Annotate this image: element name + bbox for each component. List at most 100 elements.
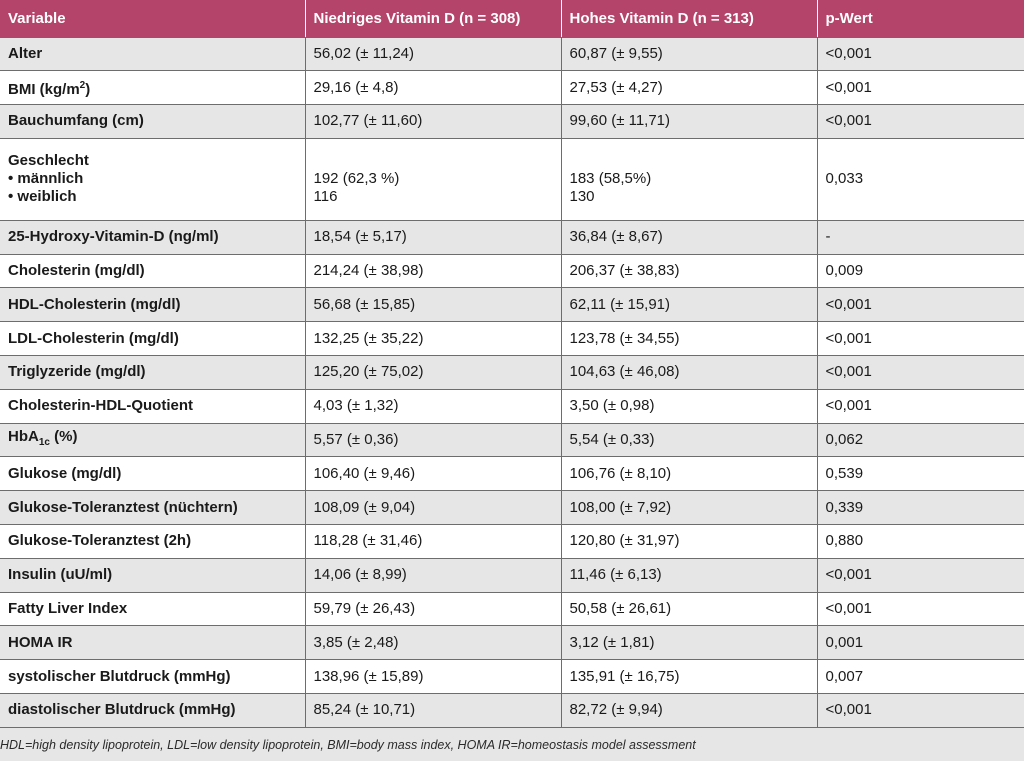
cell-low-vitamin-d: 132,25 (± 35,22) <box>304 321 562 357</box>
cell-p-value: 0,539 <box>816 456 1024 492</box>
header-variable: Variable <box>0 0 306 38</box>
table-row: HbA1c (%) 5,57 (± 0,36) 5,54 (± 0,33) 0,062 <box>0 422 1024 458</box>
cell-variable: Bauchumfang (cm) <box>0 104 306 139</box>
cell-high-vitamin-d: 106,76 (± 8,10) <box>560 456 818 492</box>
cell-variable: Insulin (uU/ml) <box>0 557 306 593</box>
cell-high-vitamin-d: 104,63 (± 46,08) <box>560 355 818 390</box>
cell-low-vitamin-d: 214,24 (± 38,98) <box>304 253 562 289</box>
cell-high-vitamin-d: 99,60 (± 11,71) <box>560 104 818 139</box>
footnote-row: HDL=high density lipoprotein, LDL=low de… <box>0 727 1024 762</box>
cell-low-vitamin-d: 108,09 (± 9,04) <box>304 490 562 526</box>
cell-p-value: <0,001 <box>816 388 1024 424</box>
table-row: Glukose (mg/dl) 106,40 (± 9,46) 106,76 (± … <box>0 456 1024 492</box>
footnote: HDL=high density lipoprotein, LDL=low de… <box>0 727 1024 762</box>
cell-high-vitamin-d: 120,80 (± 31,97) <box>560 524 818 559</box>
cell-p-value: <0,001 <box>816 70 1024 106</box>
table-row: Bauchumfang (cm) 102,77 (± 11,60) 99,60 (±… <box>0 104 1024 139</box>
cell-low-vitamin-d: 29,16 (± 4,8) <box>304 70 562 106</box>
header-p-value: p-Wert <box>817 0 1024 38</box>
cell-variable-line: • männlich <box>8 170 84 188</box>
cell-high-vitamin-d: 183 (58,5%) 130 <box>560 137 818 221</box>
table-row: LDL-Cholesterin (mg/dl) 132,25 (± 35,22) 1… <box>0 321 1024 357</box>
cell-high-vitamin-d: 11,46 (± 6,13) <box>560 557 818 593</box>
cell-high-vitamin-d: 108,00 (± 7,92) <box>560 490 818 526</box>
table-row: Glukose-Toleranztest (2h) 118,28 (± 31,46… <box>0 524 1024 559</box>
cell-low-vitamin-d-line: 116 <box>313 188 338 206</box>
cell-low-vitamin-d: 106,40 (± 9,46) <box>304 456 562 492</box>
cell-low-vitamin-d: 14,06 (± 8,99) <box>304 557 562 593</box>
table-row: Cholesterin-HDL-Quotient 4,03 (± 1,32) 3,5… <box>0 388 1024 424</box>
cell-variable-text: HbA <box>8 428 39 446</box>
cell-high-vitamin-d-line: 130 <box>569 188 595 206</box>
cell-high-vitamin-d: 27,53 (± 4,27) <box>560 70 818 106</box>
cell-p-value: 0,880 <box>816 524 1024 559</box>
cell-high-vitamin-d: 3,12 (± 1,81) <box>560 625 818 661</box>
cell-variable-superscript: 2 <box>79 79 86 91</box>
cell-high-vitamin-d: 5,54 (± 0,33) <box>560 422 818 458</box>
cell-variable: systolischer Blutdruck (mmHg) <box>0 659 306 695</box>
cell-variable: Geschlecht • männlich • weiblich <box>0 137 306 221</box>
table-row: systolischer Blutdruck (mmHg) 138,96 (± 1… <box>0 659 1024 695</box>
cell-p-value: 0,009 <box>816 253 1024 289</box>
table-row: BMI (kg/m2) 29,16 (± 4,8) 27,53 (± 4,27) <0… <box>0 70 1024 106</box>
cell-p-value: <0,001 <box>816 355 1024 390</box>
table-row: 25-Hydroxy-Vitamin-D (ng/ml) 18,54 (± 5,1… <box>0 219 1024 255</box>
cell-p-value: <0,001 <box>816 104 1024 139</box>
cell-low-vitamin-d: 4,03 (± 1,32) <box>304 388 562 424</box>
table-row: Glukose-Toleranztest (nüchtern) 108,09 (±… <box>0 490 1024 526</box>
cell-variable: HOMA IR <box>0 625 306 661</box>
cell-high-vitamin-d: 206,37 (± 38,83) <box>560 253 818 289</box>
cell-p-value: <0,001 <box>816 287 1024 323</box>
cell-high-vitamin-d: 36,84 (± 8,67) <box>560 219 818 255</box>
cell-variable: BMI (kg/m2) <box>0 70 306 106</box>
table-row: HOMA IR 3,85 (± 2,48) 3,12 (± 1,81) 0,001 <box>0 625 1024 661</box>
cell-variable: Glukose-Toleranztest (nüchtern) <box>0 490 306 526</box>
cell-p-value: <0,001 <box>816 321 1024 357</box>
table-row: HDL-Cholesterin (mg/dl) 56,68 (± 15,85) 62… <box>0 287 1024 323</box>
cell-low-vitamin-d: 102,77 (± 11,60) <box>304 104 562 139</box>
cell-high-vitamin-d: 123,78 (± 34,55) <box>560 321 818 357</box>
table-row: Geschlecht • männlich • weiblich 192 (62,3… <box>0 137 1024 221</box>
cell-high-vitamin-d: 62,11 (± 15,91) <box>560 287 818 323</box>
cell-p-value: - <box>816 219 1024 255</box>
cell-low-vitamin-d: 192 (62,3 %) 116 <box>304 137 562 221</box>
cell-low-vitamin-d: 85,24 (± 10,71) <box>304 693 562 728</box>
table-row: Cholesterin (mg/dl) 214,24 (± 38,98) 206,3… <box>0 253 1024 289</box>
cell-variable: Fatty Liver Index <box>0 591 306 627</box>
cell-low-vitamin-d: 18,54 (± 5,17) <box>304 219 562 255</box>
cell-variable: HbA1c (%) <box>0 422 306 458</box>
table-header: Variable Niedriges Vitamin D (n = 308) H… <box>0 0 1024 38</box>
table-row: Alter 56,02 (± 11,24) 60,87 (± 9,55) <0,001 <box>0 36 1024 72</box>
cell-variable: Cholesterin (mg/dl) <box>0 253 306 289</box>
cell-p-value: 0,007 <box>816 659 1024 695</box>
cell-low-vitamin-d-line: 192 (62,3 %) <box>313 170 400 188</box>
cell-p-value: 0,062 <box>816 422 1024 458</box>
cell-high-vitamin-d: 3,50 (± 0,98) <box>560 388 818 424</box>
cell-low-vitamin-d: 3,85 (± 2,48) <box>304 625 562 661</box>
cell-low-vitamin-d: 56,68 (± 15,85) <box>304 287 562 323</box>
table-row: Insulin (uU/ml) 14,06 (± 8,99) 11,46 (± 6,… <box>0 557 1024 593</box>
cell-variable-subscript: 1c <box>38 437 50 449</box>
cell-p-value: 0,001 <box>816 625 1024 661</box>
cell-high-vitamin-d-line: 183 (58,5%) <box>569 170 652 188</box>
cell-low-vitamin-d: 59,79 (± 26,43) <box>304 591 562 627</box>
cell-p-value: <0,001 <box>816 693 1024 728</box>
header-row: Variable Niedriges Vitamin D (n = 308) H… <box>0 0 1024 38</box>
cell-high-vitamin-d: 135,91 (± 16,75) <box>560 659 818 695</box>
cell-variable-line: • weiblich <box>8 188 77 206</box>
cell-variable-text: BMI (kg/m <box>8 80 80 98</box>
table-body: Alter 56,02 (± 11,24) 60,87 (± 9,55) <0,001… <box>0 36 1024 728</box>
cell-p-value: <0,001 <box>816 557 1024 593</box>
cell-low-vitamin-d: 5,57 (± 0,36) <box>304 422 562 458</box>
cell-variable: Glukose (mg/dl) <box>0 456 306 492</box>
cell-high-vitamin-d: 82,72 (± 9,94) <box>560 693 818 728</box>
table-row: Triglyzeride (mg/dl) 125,20 (± 75,02) 104,… <box>0 355 1024 390</box>
cell-variable: Cholesterin-HDL-Quotient <box>0 388 306 424</box>
table-row: Fatty Liver Index 59,79 (± 26,43) 50,58 (±… <box>0 591 1024 627</box>
cell-low-vitamin-d: 138,96 (± 15,89) <box>304 659 562 695</box>
cell-variable: Alter <box>0 36 306 72</box>
cell-variable-text: ) <box>85 80 91 98</box>
table-row: diastolischer Blutdruck (mmHg) 85,24 (± 1… <box>0 693 1024 728</box>
cell-variable-text: (%) <box>49 428 78 446</box>
